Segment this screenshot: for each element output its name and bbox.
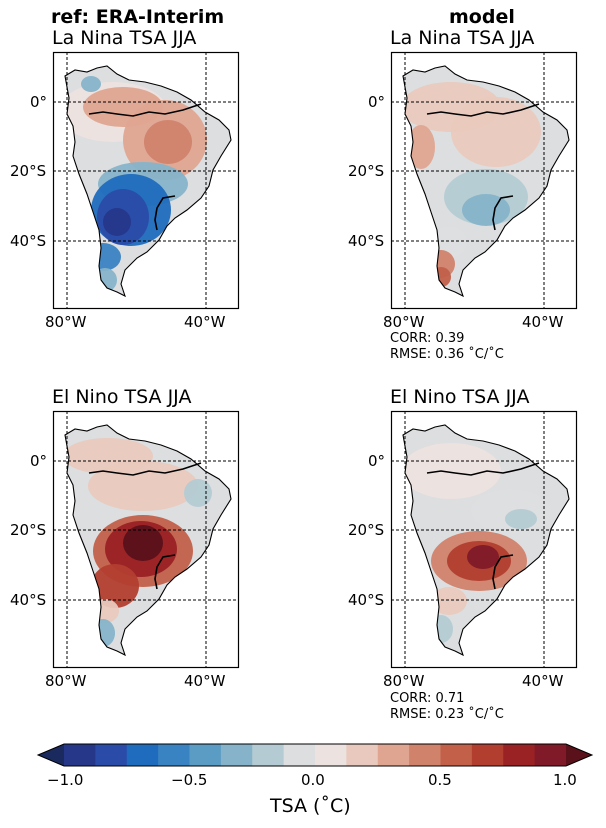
river-amazon — [88, 462, 202, 476]
anomaly-contour — [88, 461, 198, 511]
river-parana — [492, 554, 514, 590]
anomaly-contour — [93, 268, 117, 292]
anomaly-contour — [91, 619, 115, 647]
lat-tick-0: 0° — [368, 93, 386, 111]
anomaly-contour — [403, 443, 501, 499]
river-amazon — [426, 462, 540, 476]
lon-tick-40w: 40°W — [184, 313, 226, 331]
lon-tick-40w: 40°W — [522, 313, 564, 331]
map-frame — [390, 410, 578, 669]
panel-title-lanina-ref: La Nina TSA JJA — [52, 27, 197, 49]
river-parana — [154, 554, 176, 590]
anomaly-contour — [505, 509, 537, 529]
colorbar-segment — [471, 744, 504, 766]
anomaly-contour — [91, 564, 139, 608]
colorbar-tick: 0.0 — [301, 771, 325, 789]
colorbar-segment — [189, 744, 222, 766]
anomaly-contour — [123, 525, 163, 561]
river-parana — [492, 195, 514, 231]
coastline — [402, 65, 570, 298]
model-column-header: model — [449, 6, 515, 28]
coastline — [402, 424, 570, 657]
map-elnino-model — [390, 410, 578, 669]
map-lanina-model — [390, 51, 578, 310]
anomaly-contour — [431, 226, 467, 258]
lat-tick-40s: 40°S — [348, 232, 385, 250]
lat-tick-20s: 20°S — [348, 162, 385, 180]
lat-tick-40s: 40°S — [348, 591, 385, 609]
lat-tick-0: 0° — [368, 452, 386, 470]
rmse-lanina: RMSE: 0.36 ˚C/˚C — [390, 347, 504, 362]
colorbar-extend-high — [566, 744, 592, 766]
map-frame — [52, 410, 240, 669]
colorbar-segment — [95, 744, 128, 766]
anomaly-contour — [429, 615, 453, 643]
lat-tick-20s: 20°S — [10, 162, 47, 180]
rmse-elnino: RMSE: 0.23 ˚C/˚C — [390, 707, 504, 722]
colorbar-segment — [64, 744, 96, 766]
lon-tick-80w: 80°W — [45, 313, 87, 331]
lon-tick-80w: 80°W — [383, 313, 425, 331]
lat-tick-0: 0° — [30, 452, 48, 470]
anomaly-contour — [81, 76, 101, 92]
colorbar-label: TSA (˚C) — [270, 795, 351, 817]
lon-tick-40w: 40°W — [184, 672, 226, 690]
lon-tick-40w: 40°W — [522, 672, 564, 690]
coastline — [64, 65, 232, 298]
colorbar-segment — [409, 744, 441, 766]
river-amazon — [426, 103, 540, 117]
colorbar-segment — [252, 744, 285, 766]
anomaly-contour — [184, 479, 212, 507]
map-elnino-ref — [52, 410, 240, 669]
corr-elnino: CORR: 0.71 — [390, 691, 465, 706]
colorbar-segment — [503, 744, 536, 766]
anomaly-contour — [407, 125, 435, 169]
panel-title-elnino-model: El Nino TSA JJA — [390, 386, 530, 408]
colorbar-segment — [346, 744, 379, 766]
colorbar-tick: 0.5 — [428, 771, 452, 789]
panel-title-elnino-ref: El Nino TSA JJA — [52, 386, 192, 408]
lat-tick-40s: 40°S — [10, 232, 47, 250]
colorbar-segment — [440, 744, 473, 766]
lon-tick-80w: 80°W — [383, 672, 425, 690]
colorbar-outline — [36, 743, 594, 767]
anomaly-contour — [144, 120, 192, 164]
colorbar-tick: −0.5 — [171, 771, 208, 789]
anomaly-contour — [462, 194, 510, 226]
colorbar-segment — [220, 744, 253, 766]
colorbar-segment — [126, 744, 159, 766]
river-amazon — [88, 103, 202, 117]
anomaly-contour — [467, 545, 499, 569]
river-parana — [154, 195, 176, 231]
colorbar-segment — [283, 744, 316, 766]
colorbar-segment — [158, 744, 190, 766]
map-frame — [52, 51, 240, 310]
anomaly-contour — [451, 97, 541, 167]
map-frame — [390, 51, 578, 310]
lat-tick-20s: 20°S — [10, 521, 47, 539]
coastline — [64, 424, 232, 657]
colorbar-segment — [377, 744, 410, 766]
colorbar — [36, 743, 594, 767]
anomaly-contour — [431, 267, 451, 287]
lon-tick-80w: 80°W — [45, 672, 87, 690]
lat-tick-0: 0° — [30, 93, 48, 111]
colorbar-tick: −1.0 — [47, 771, 84, 789]
colorbar-segment — [534, 744, 567, 766]
anomaly-contour — [431, 587, 467, 615]
corr-lanina: CORR: 0.39 — [390, 331, 465, 346]
map-lanina-ref — [52, 51, 240, 310]
ref-column-header: ref: ERA-Interim — [51, 6, 225, 28]
anomaly-contour — [103, 208, 131, 236]
anomaly-contour — [85, 243, 121, 271]
colorbar-segment — [315, 744, 347, 766]
lat-tick-20s: 20°S — [348, 521, 385, 539]
colorbar-extend-low — [38, 744, 64, 766]
lat-tick-40s: 40°S — [10, 591, 47, 609]
panel-title-lanina-model: La Nina TSA JJA — [390, 27, 535, 49]
colorbar-tick: 1.0 — [553, 771, 577, 789]
